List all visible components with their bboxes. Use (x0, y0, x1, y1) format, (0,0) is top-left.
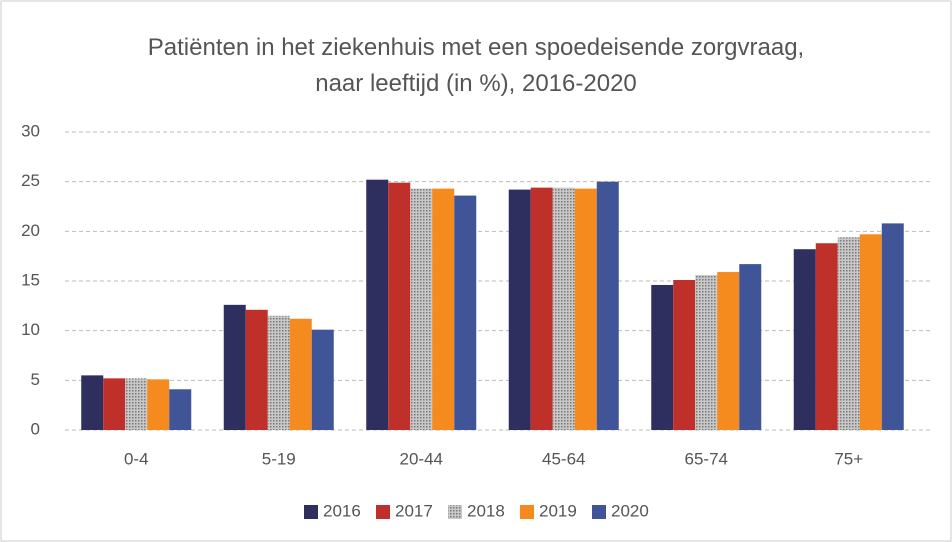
bar (289, 318, 312, 430)
legend-swatch (376, 505, 390, 519)
bar (673, 280, 696, 430)
bar (366, 179, 389, 430)
bar (837, 237, 860, 430)
bar (169, 389, 192, 430)
legend-label: 2016 (323, 501, 361, 520)
y-tick-label: 5 (31, 370, 40, 389)
chart-title: Patiënten in het ziekenhuis met een spoe… (147, 34, 805, 97)
bar (596, 181, 619, 430)
bar (432, 188, 455, 430)
y-tick-label: 20 (21, 221, 40, 240)
x-tick-label: 20-44 (400, 449, 443, 468)
legend-swatch (592, 505, 606, 519)
legend-swatch (520, 505, 534, 519)
legend-swatch (304, 505, 318, 519)
legend-swatch (448, 505, 462, 519)
bar (651, 284, 674, 430)
y-tick-label: 10 (21, 320, 40, 339)
bar (103, 378, 126, 430)
bar (530, 187, 553, 430)
bar (410, 188, 433, 430)
bar (81, 375, 104, 430)
bar (147, 379, 170, 430)
bar (574, 188, 597, 430)
legend-label: 2020 (611, 501, 649, 520)
x-tick-label: 0-4 (124, 449, 149, 468)
bar (881, 223, 904, 430)
bar (508, 189, 531, 430)
legend-label: 2018 (467, 501, 505, 520)
x-tick-label: 45-64 (542, 449, 585, 468)
bar (311, 329, 334, 430)
y-tick-label: 25 (21, 171, 40, 190)
bar (739, 264, 762, 430)
bar (815, 243, 838, 430)
bar (125, 378, 148, 430)
x-tick-label: 75+ (834, 449, 863, 468)
bar (695, 275, 718, 430)
bar (717, 272, 740, 430)
y-tick-label: 15 (21, 270, 40, 289)
y-tick-label: 30 (21, 121, 40, 140)
bar (267, 315, 290, 430)
bar (388, 182, 411, 430)
x-tick-label: 5-19 (262, 449, 296, 468)
legend-label: 2017 (395, 501, 433, 520)
legend-label: 2019 (539, 501, 577, 520)
bar (245, 309, 268, 430)
bar (793, 249, 816, 430)
y-tick-label: 0 (31, 419, 40, 438)
bar (223, 304, 246, 430)
bar (454, 195, 477, 430)
x-tick-label: 65-74 (685, 449, 728, 468)
bar (859, 234, 882, 430)
bar (552, 187, 575, 430)
